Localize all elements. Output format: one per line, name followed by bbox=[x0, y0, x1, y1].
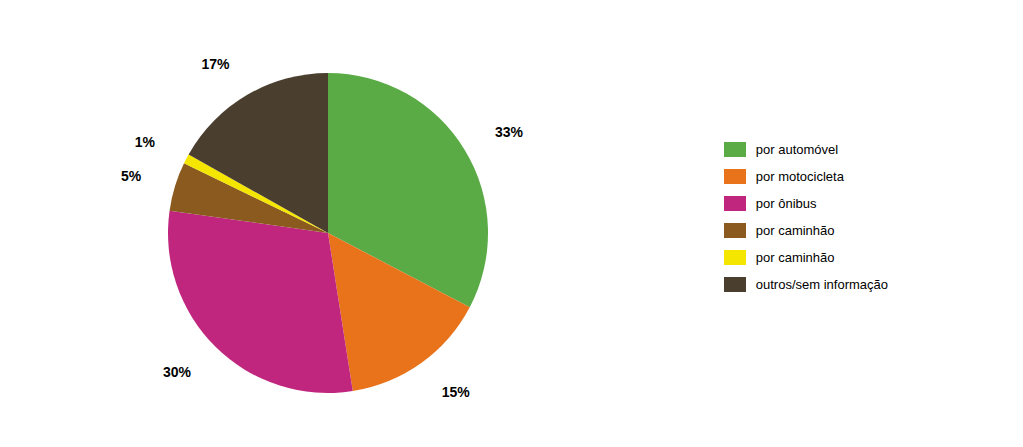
html-text:por caminhão: por caminhão bbox=[755, 223, 835, 238]
svg-text:5%: 5% bbox=[121, 168, 142, 184]
html-text:por motocicleta: por motocicleta bbox=[755, 169, 844, 184]
svg-text:33%: 33% bbox=[495, 124, 524, 140]
html-text:outros/sem informação: outros/sem informação bbox=[755, 277, 888, 292]
svg-text:30%: 30% bbox=[163, 364, 192, 380]
svg-text:17%: 17% bbox=[201, 56, 230, 72]
html-text:por ônibus: por ônibus bbox=[755, 196, 817, 211]
html-text:por automóvel: por automóvel bbox=[755, 142, 839, 157]
svg-text:1%: 1% bbox=[135, 134, 156, 150]
svg-text:15%: 15% bbox=[442, 384, 471, 400]
html-text:por caminhão: por caminhão bbox=[755, 250, 835, 265]
